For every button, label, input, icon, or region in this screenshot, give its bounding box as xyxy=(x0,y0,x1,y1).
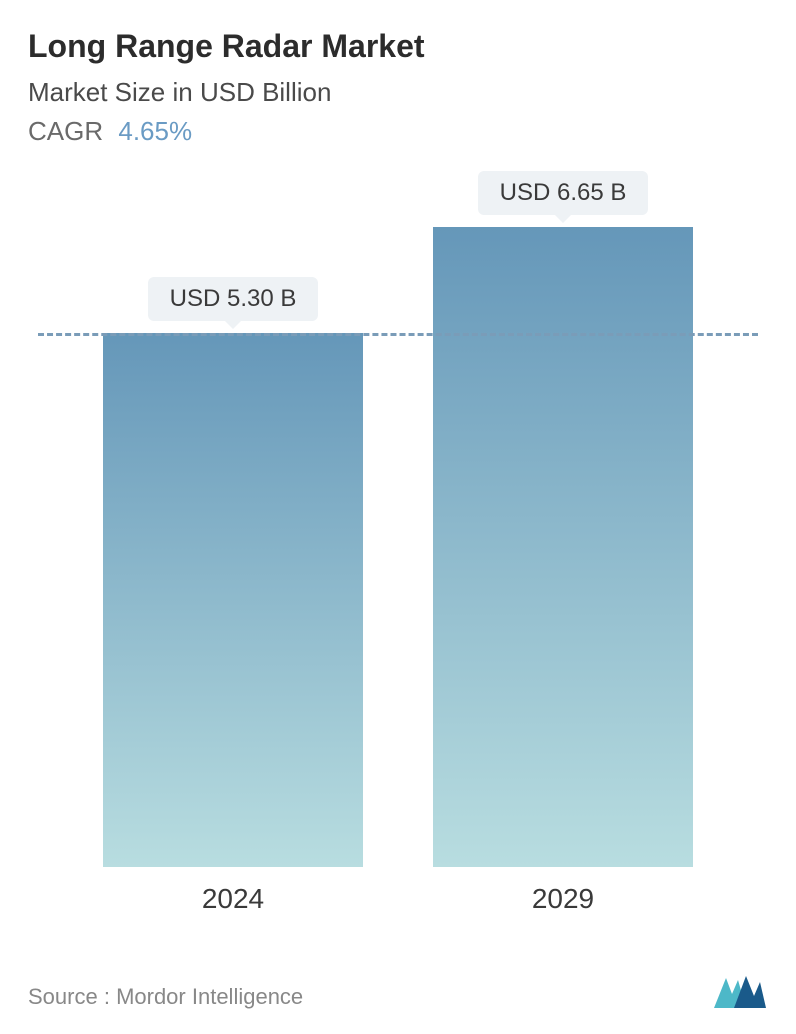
cagr-label: CAGR xyxy=(28,116,103,146)
chart-subtitle: Market Size in USD Billion xyxy=(28,77,768,108)
footer: Source : Mordor Intelligence xyxy=(28,970,768,1010)
source-label: Source : xyxy=(28,984,110,1009)
chart-title: Long Range Radar Market xyxy=(28,28,768,65)
cagr-row: CAGR 4.65% xyxy=(28,116,768,147)
source-text: Source : Mordor Intelligence xyxy=(28,984,303,1010)
source-name-value: Mordor Intelligence xyxy=(116,984,303,1009)
chart-area: USD 5.30 B 2024 USD 6.65 B 2029 xyxy=(38,187,758,867)
bar-group-1: USD 6.65 B 2029 xyxy=(433,187,693,867)
bar-group-0: USD 5.30 B 2024 xyxy=(103,187,363,867)
cagr-value: 4.65% xyxy=(118,116,192,146)
value-badge-0: USD 5.30 B xyxy=(148,277,319,321)
bars-wrapper: USD 5.30 B 2024 USD 6.65 B 2029 xyxy=(38,187,758,867)
bar-1 xyxy=(433,227,693,867)
bar-0 xyxy=(103,333,363,867)
year-label-0: 2024 xyxy=(202,883,264,915)
year-label-1: 2029 xyxy=(532,883,594,915)
chart-container: Long Range Radar Market Market Size in U… xyxy=(0,0,796,1034)
brand-logo-icon xyxy=(712,970,768,1010)
reference-line xyxy=(38,333,758,336)
value-badge-1: USD 6.65 B xyxy=(478,171,649,215)
